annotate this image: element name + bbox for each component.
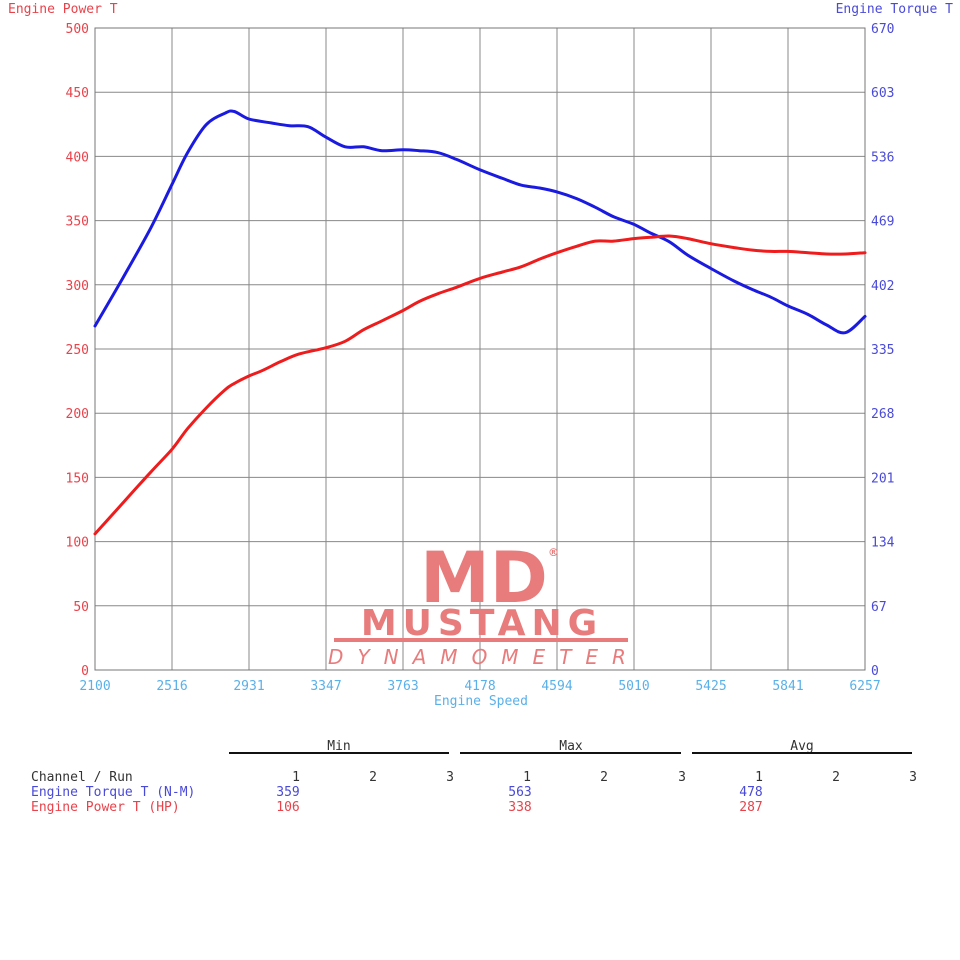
x-tick-label: 6257 xyxy=(849,679,880,694)
logo-divider xyxy=(334,638,628,642)
x-tick-label: 3763 xyxy=(387,679,418,694)
run-max-1: 1 xyxy=(523,770,531,785)
run-avg-1: 1 xyxy=(755,770,763,785)
torque-series-line xyxy=(93,109,867,335)
x-tick-label: 5841 xyxy=(772,679,803,694)
y-left-tick-label: 300 xyxy=(66,279,89,294)
stats-row-torque-min: 359 xyxy=(276,785,299,800)
run-max-2: 2 xyxy=(600,770,608,785)
x-tick-label: 2516 xyxy=(156,679,187,694)
y-left-tick-label: 500 xyxy=(66,22,89,37)
mustang-dynamometer-logo: MD ® MUSTANG DYNAMOMETER xyxy=(328,537,640,669)
stats-header-label: Channel / Run xyxy=(31,770,133,785)
x-axis-title: Engine Speed xyxy=(434,694,528,709)
y-left-tick-label: 200 xyxy=(66,407,89,422)
y-right-tick-label: 67 xyxy=(871,600,887,615)
stats-rule-avg xyxy=(692,752,912,754)
y-left-tick-label: 250 xyxy=(66,343,89,358)
y-right-tick-label: 134 xyxy=(871,536,895,551)
logo-mark: MD xyxy=(420,537,548,619)
stats-row-torque-max: 563 xyxy=(508,785,531,800)
y-right-tick-label: 0 xyxy=(871,664,879,679)
power-series-line xyxy=(93,234,867,536)
x-tick-label: 5010 xyxy=(618,679,649,694)
torque-axis-title: Engine Torque T xyxy=(836,2,954,17)
run-max-3: 3 xyxy=(678,770,686,785)
logo-name: MUSTANG xyxy=(361,603,603,644)
stats-row-power-max: 338 xyxy=(508,800,531,815)
tick-labels: 0 0 50 67 100 134 150 201 200 268 250 335 300 402 350 4… xyxy=(66,22,895,694)
logo-registered: ® xyxy=(548,546,559,559)
y-left-tick-label: 450 xyxy=(66,86,89,101)
y-right-tick-label: 201 xyxy=(871,471,894,486)
run-min-2: 2 xyxy=(369,770,377,785)
y-left-tick-label: 150 xyxy=(66,471,89,486)
x-tick-label: 4594 xyxy=(541,679,572,694)
run-min-1: 1 xyxy=(292,770,300,785)
y-right-tick-label: 335 xyxy=(871,343,894,358)
grid xyxy=(94,27,866,671)
stats-rule-min xyxy=(229,752,449,754)
y-right-tick-label: 469 xyxy=(871,215,894,230)
x-tick-label: 2100 xyxy=(79,679,110,694)
stats-group-max: Max xyxy=(559,739,583,754)
stats-table: Min Max Avg Channel / Run 1 2 3 1 2 3 1 … xyxy=(31,739,917,815)
stats-row-torque-label: Engine Torque T (N-M) xyxy=(31,785,195,800)
series xyxy=(93,109,867,536)
stats-row-power-label: Engine Power T (HP) xyxy=(31,800,180,815)
logo-sub: DYNAMOMETER xyxy=(328,645,640,669)
y-right-tick-label: 268 xyxy=(871,407,894,422)
x-tick-label: 4178 xyxy=(464,679,495,694)
stats-rule-max xyxy=(460,752,681,754)
y-right-tick-label: 603 xyxy=(871,86,894,101)
stats-row-power-avg: 287 xyxy=(739,800,762,815)
y-right-tick-label: 670 xyxy=(871,22,894,37)
x-tick-label: 5425 xyxy=(695,679,726,694)
y-left-tick-label: 0 xyxy=(81,664,89,679)
power-axis-title: Engine Power T xyxy=(8,2,118,17)
y-left-tick-label: 400 xyxy=(66,150,89,165)
x-tick-label: 3347 xyxy=(310,679,341,694)
run-avg-3: 3 xyxy=(909,770,917,785)
stats-row-power-min: 106 xyxy=(276,800,299,815)
stats-group-min: Min xyxy=(327,739,350,754)
run-min-3: 3 xyxy=(446,770,454,785)
stats-group-avg: Avg xyxy=(790,739,813,754)
x-tick-label: 2931 xyxy=(233,679,264,694)
y-left-tick-label: 350 xyxy=(66,215,89,230)
stats-row-torque-avg: 478 xyxy=(739,785,762,800)
y-right-tick-label: 536 xyxy=(871,150,894,165)
plot-frame xyxy=(94,27,866,671)
y-right-tick-label: 402 xyxy=(871,279,894,294)
y-left-tick-label: 100 xyxy=(66,536,89,551)
run-avg-2: 2 xyxy=(832,770,840,785)
y-left-tick-label: 50 xyxy=(73,600,89,615)
